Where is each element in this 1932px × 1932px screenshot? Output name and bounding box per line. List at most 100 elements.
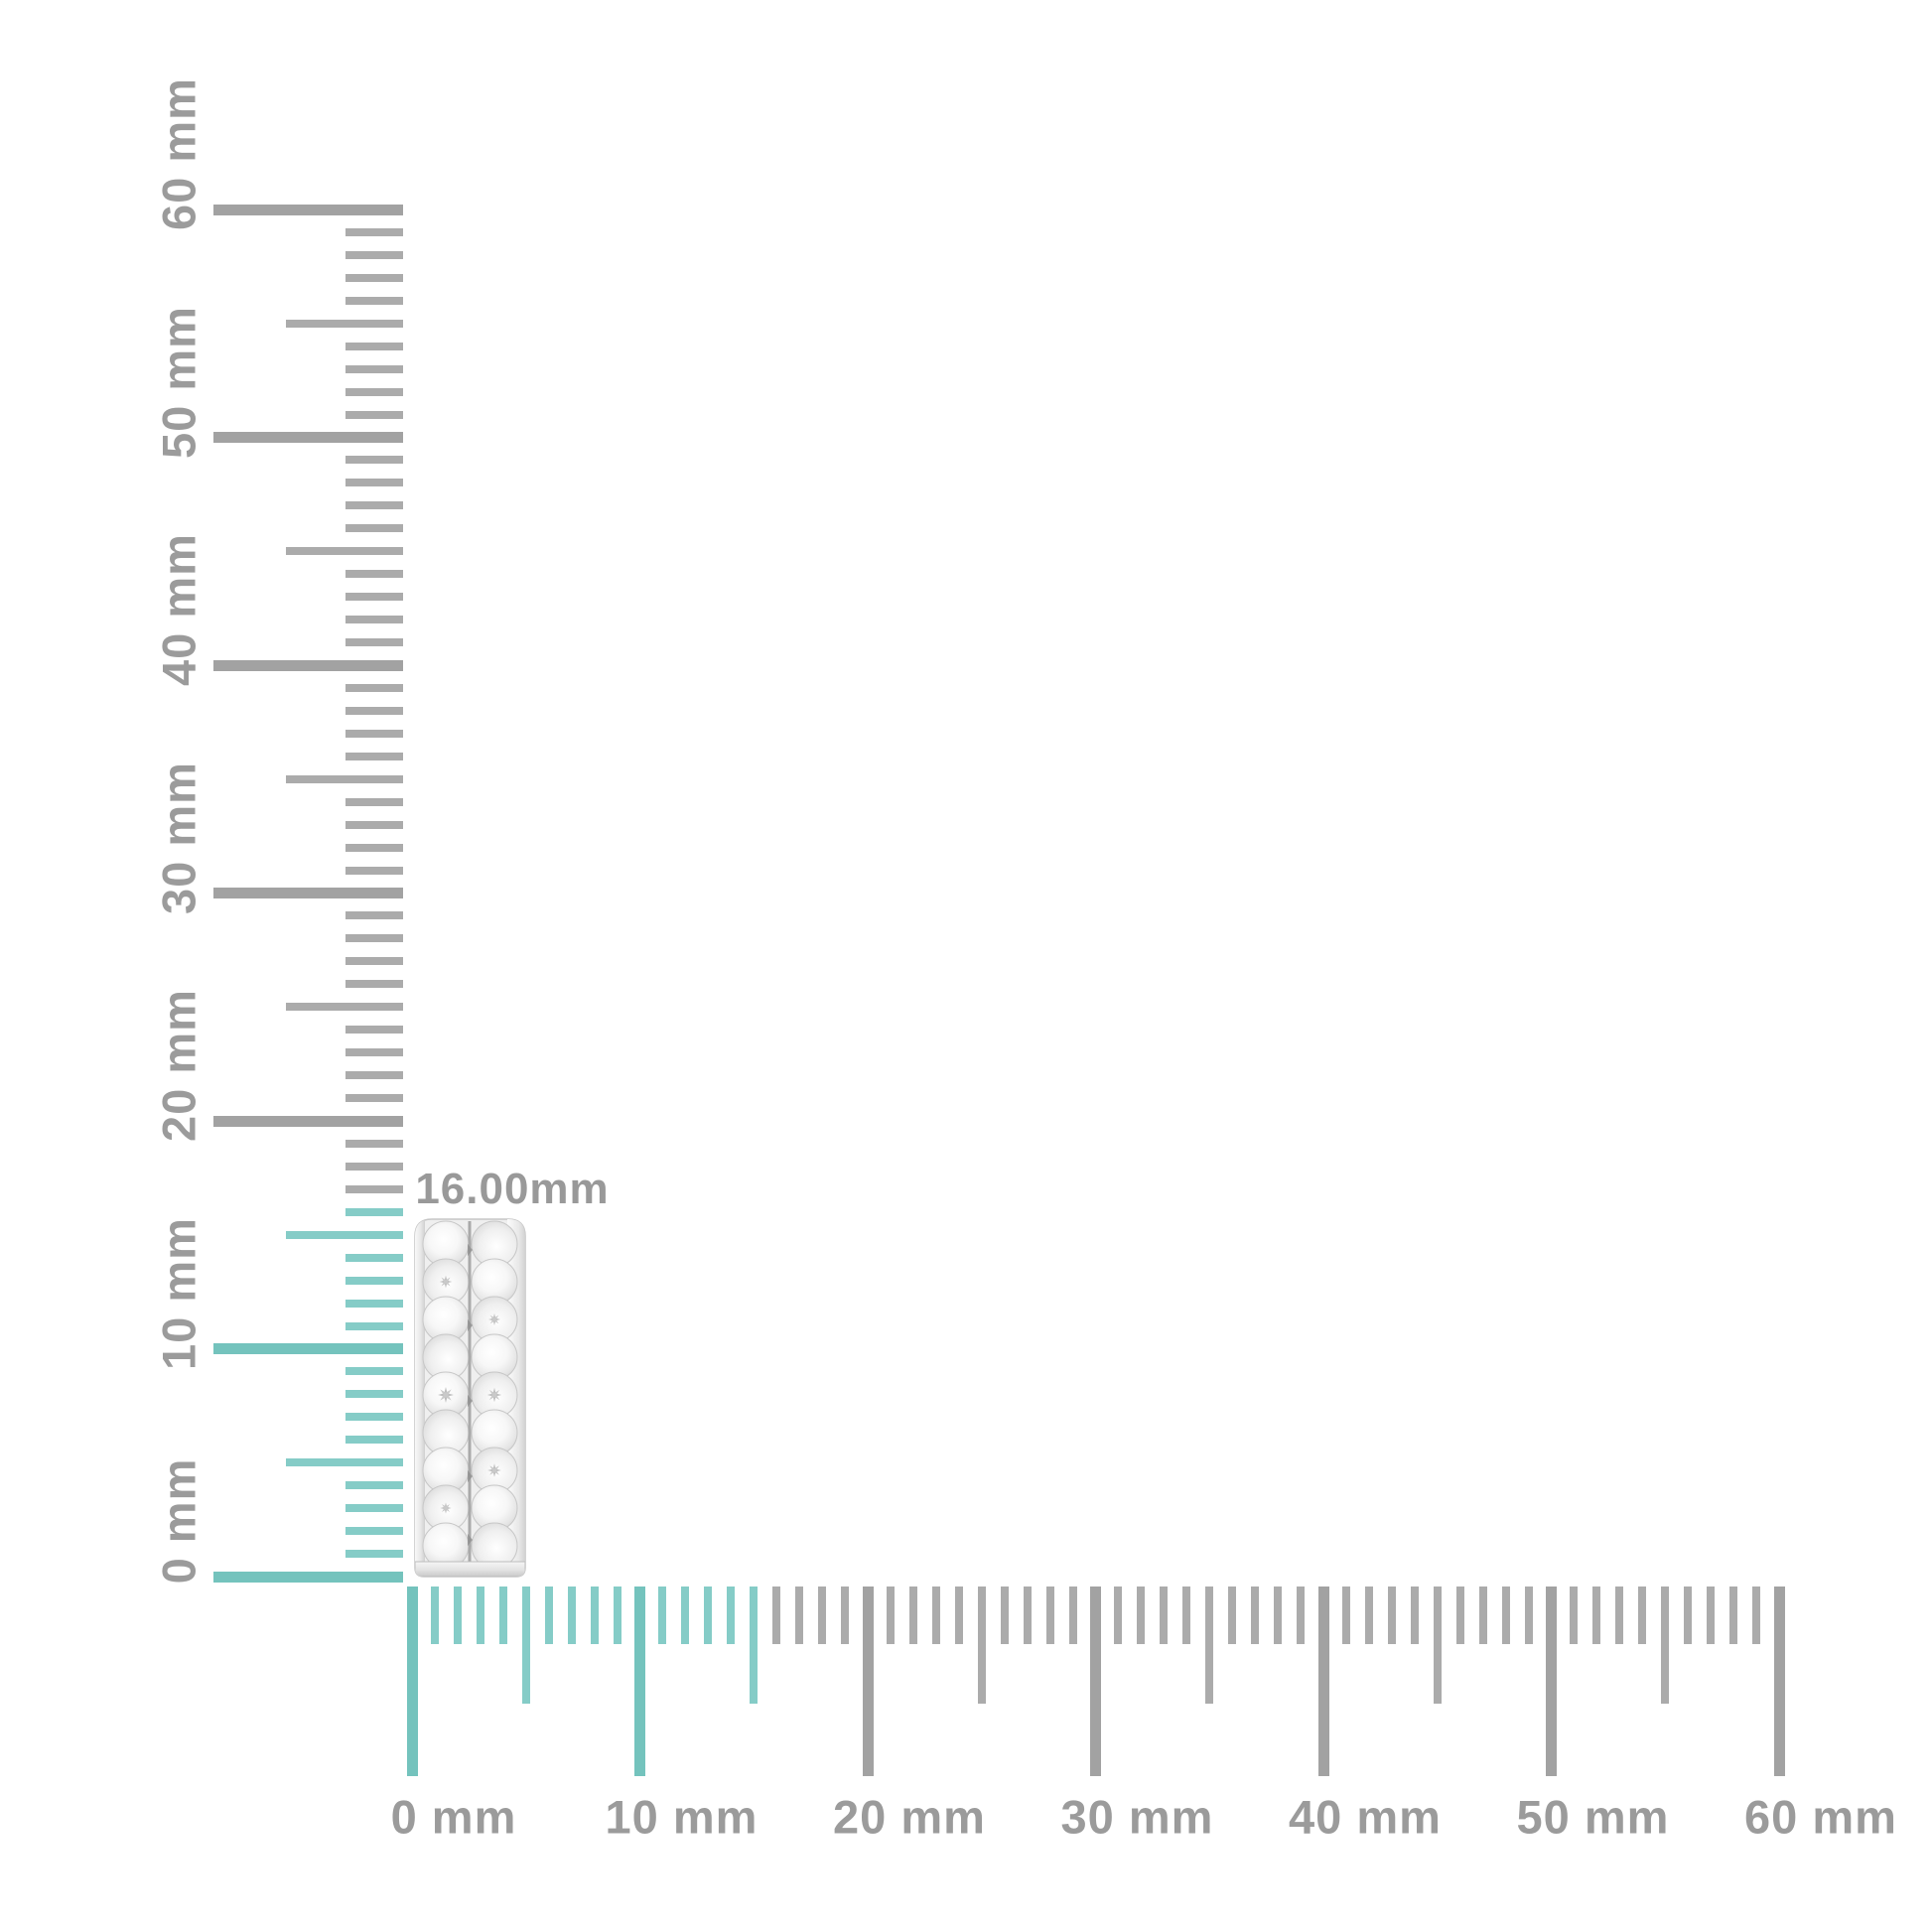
- earring-left-rim: [415, 1219, 425, 1577]
- v-ruler-tick-33mm: [345, 820, 403, 829]
- v-ruler-tick-13mm: [345, 1276, 403, 1285]
- v-ruler-tick-15mm: [286, 1230, 403, 1239]
- h-ruler-tick-21mm: [886, 1587, 895, 1644]
- h-ruler-tick-33mm: [1160, 1587, 1169, 1644]
- h-ruler-tick-24mm: [954, 1587, 963, 1644]
- h-ruler-tick-22mm: [908, 1587, 917, 1644]
- h-ruler-tick-37mm: [1251, 1587, 1260, 1644]
- h-ruler-tick-26mm: [1000, 1587, 1009, 1644]
- h-ruler-tick-59mm: [1752, 1587, 1761, 1644]
- v-ruler-tick-2mm: [345, 1527, 403, 1536]
- h-ruler-tick-51mm: [1570, 1587, 1579, 1644]
- h-ruler-tick-43mm: [1387, 1587, 1396, 1644]
- v-ruler-tick-9mm: [345, 1367, 403, 1376]
- h-ruler-tick-7mm: [567, 1587, 576, 1644]
- v-ruler-tick-50mm: [213, 432, 403, 443]
- h-ruler-tick-23mm: [931, 1587, 940, 1644]
- v-ruler-tick-44mm: [345, 570, 403, 579]
- h-ruler-label-0mm: 0 mm: [390, 1790, 517, 1844]
- v-ruler-tick-22mm: [345, 1071, 403, 1080]
- v-ruler-tick-46mm: [345, 524, 403, 533]
- v-ruler-tick-38mm: [345, 706, 403, 715]
- h-ruler-tick-20mm: [862, 1587, 874, 1776]
- h-ruler-tick-55mm: [1661, 1587, 1670, 1704]
- h-ruler-tick-56mm: [1684, 1587, 1693, 1644]
- h-ruler-tick-34mm: [1182, 1587, 1191, 1644]
- h-ruler-tick-36mm: [1228, 1587, 1237, 1644]
- v-ruler-tick-0mm: [213, 1571, 403, 1583]
- h-ruler-label-40mm: 40 mm: [1289, 1790, 1442, 1844]
- h-ruler-label-30mm: 30 mm: [1060, 1790, 1214, 1844]
- v-ruler-tick-11mm: [345, 1321, 403, 1330]
- h-ruler-tick-53mm: [1615, 1587, 1624, 1644]
- h-ruler-tick-60mm: [1773, 1587, 1785, 1776]
- h-ruler-tick-47mm: [1478, 1587, 1487, 1644]
- v-ruler-label-60mm: 60 mm: [152, 77, 206, 230]
- v-ruler-tick-28mm: [345, 934, 403, 943]
- v-ruler-label-0mm: 0 mm: [152, 1457, 206, 1585]
- h-ruler-tick-0mm: [406, 1587, 418, 1776]
- v-ruler-tick-49mm: [345, 456, 403, 465]
- h-ruler-tick-19mm: [841, 1587, 850, 1644]
- v-ruler-tick-6mm: [345, 1436, 403, 1445]
- h-ruler-tick-18mm: [818, 1587, 827, 1644]
- v-ruler-tick-24mm: [345, 1026, 403, 1035]
- v-ruler-tick-8mm: [345, 1390, 403, 1399]
- h-ruler-tick-16mm: [772, 1587, 781, 1644]
- v-ruler-tick-27mm: [345, 957, 403, 966]
- v-ruler-tick-53mm: [345, 364, 403, 373]
- v-ruler-tick-55mm: [286, 319, 403, 328]
- v-ruler-tick-18mm: [345, 1162, 403, 1171]
- v-ruler-tick-36mm: [345, 752, 403, 760]
- h-ruler-tick-2mm: [453, 1587, 462, 1644]
- v-ruler-tick-56mm: [345, 296, 403, 305]
- v-ruler-tick-35mm: [286, 774, 403, 783]
- h-ruler-tick-41mm: [1341, 1587, 1350, 1644]
- h-ruler-tick-54mm: [1638, 1587, 1647, 1644]
- h-ruler-tick-4mm: [498, 1587, 507, 1644]
- h-ruler-tick-30mm: [1090, 1587, 1101, 1776]
- dimension-label: 16.00mm: [415, 1165, 610, 1213]
- v-ruler-label-40mm: 40 mm: [152, 533, 206, 686]
- v-ruler-label-10mm: 10 mm: [152, 1216, 206, 1370]
- h-ruler-tick-52mm: [1592, 1587, 1601, 1644]
- h-ruler-label-20mm: 20 mm: [833, 1790, 986, 1844]
- v-ruler-tick-20mm: [213, 1115, 403, 1127]
- h-ruler-tick-14mm: [727, 1587, 736, 1644]
- h-ruler-tick-11mm: [658, 1587, 667, 1644]
- v-ruler-tick-26mm: [345, 980, 403, 989]
- v-ruler-tick-31mm: [345, 866, 403, 875]
- h-ruler-label-10mm: 10 mm: [605, 1790, 759, 1844]
- v-ruler-label-50mm: 50 mm: [152, 305, 206, 459]
- v-ruler-tick-37mm: [345, 729, 403, 738]
- h-ruler-tick-3mm: [476, 1587, 484, 1644]
- v-ruler-tick-16mm: [345, 1207, 403, 1216]
- v-ruler-tick-48mm: [345, 479, 403, 487]
- h-ruler-tick-38mm: [1274, 1587, 1283, 1644]
- v-ruler-tick-29mm: [345, 911, 403, 920]
- h-ruler-tick-5mm: [521, 1587, 530, 1704]
- h-ruler-tick-50mm: [1546, 1587, 1557, 1776]
- h-ruler-tick-15mm: [750, 1587, 759, 1704]
- v-ruler-tick-14mm: [345, 1253, 403, 1262]
- h-ruler-tick-32mm: [1137, 1587, 1146, 1644]
- h-ruler-tick-48mm: [1501, 1587, 1510, 1644]
- v-ruler-tick-30mm: [213, 888, 403, 898]
- h-ruler-tick-46mm: [1455, 1587, 1464, 1644]
- h-ruler-label-60mm: 60 mm: [1744, 1790, 1897, 1844]
- h-ruler-tick-9mm: [613, 1587, 621, 1644]
- v-ruler-tick-39mm: [345, 683, 403, 692]
- v-ruler-tick-5mm: [286, 1458, 403, 1467]
- v-ruler-tick-25mm: [286, 1003, 403, 1012]
- v-ruler-tick-1mm: [345, 1550, 403, 1559]
- h-ruler-tick-27mm: [1023, 1587, 1032, 1644]
- h-ruler-tick-49mm: [1524, 1587, 1533, 1644]
- h-ruler-label-50mm: 50 mm: [1516, 1790, 1670, 1844]
- v-ruler-tick-23mm: [345, 1048, 403, 1057]
- v-ruler-tick-52mm: [345, 387, 403, 396]
- h-ruler-tick-28mm: [1045, 1587, 1054, 1644]
- v-ruler-tick-54mm: [345, 342, 403, 350]
- v-ruler-tick-40mm: [213, 659, 403, 671]
- v-ruler-tick-42mm: [345, 616, 403, 624]
